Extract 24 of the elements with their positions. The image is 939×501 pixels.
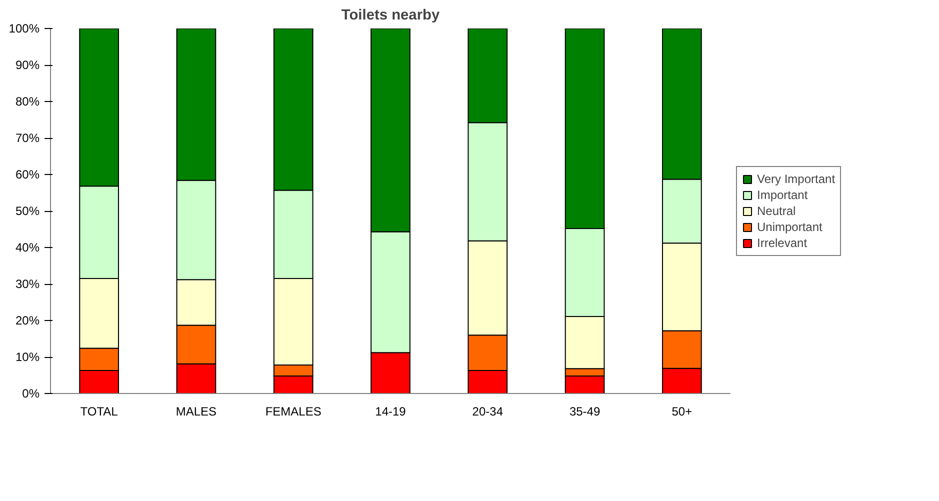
x-tick-label: FEMALES xyxy=(265,404,322,418)
x-tick-label: 20-34 xyxy=(472,404,504,418)
y-tick-label: 70% xyxy=(15,131,40,145)
y-tick-label: 100% xyxy=(8,22,40,36)
y-tick-label: 10% xyxy=(15,350,40,364)
y-tick-label: 0% xyxy=(22,386,40,400)
legend-label: Very Important xyxy=(757,172,836,186)
x-tick-label: TOTAL xyxy=(80,404,118,418)
legend-label: Neutral xyxy=(757,204,796,218)
legend-label: Unimportant xyxy=(757,220,822,234)
y-tick-label: 80% xyxy=(15,94,40,108)
legend-label: Important xyxy=(757,188,808,202)
y-tick-label: 90% xyxy=(15,58,40,72)
y-tick-label: 20% xyxy=(15,314,40,328)
chart-title: Toilets nearby xyxy=(341,8,440,24)
x-tick-label: MALES xyxy=(176,404,217,418)
x-tick-label: 35-49 xyxy=(569,404,600,418)
y-tick-label: 40% xyxy=(15,240,40,254)
y-tick-label: 50% xyxy=(15,204,40,218)
x-tick-label: 14-19 xyxy=(375,404,406,418)
legend-label: Irrelevant xyxy=(757,236,808,250)
x-tick-label: 50+ xyxy=(672,404,692,418)
y-tick-label: 60% xyxy=(15,168,40,182)
y-tick-label: 30% xyxy=(15,277,40,291)
